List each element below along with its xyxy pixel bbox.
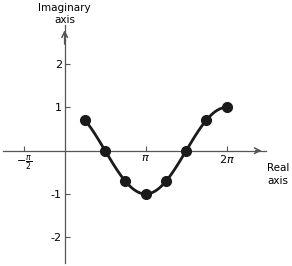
Point (83, 118, 87, 122)
Text: Imaginary
axis: Imaginary axis (38, 3, 91, 25)
Point (164, 179, 168, 184)
Point (143, 192, 148, 196)
Point (224, 105, 229, 110)
Point (123, 179, 128, 184)
Text: Real
axis: Real axis (267, 163, 289, 186)
Point (103, 149, 107, 153)
Point (204, 118, 209, 122)
Point (184, 149, 188, 153)
